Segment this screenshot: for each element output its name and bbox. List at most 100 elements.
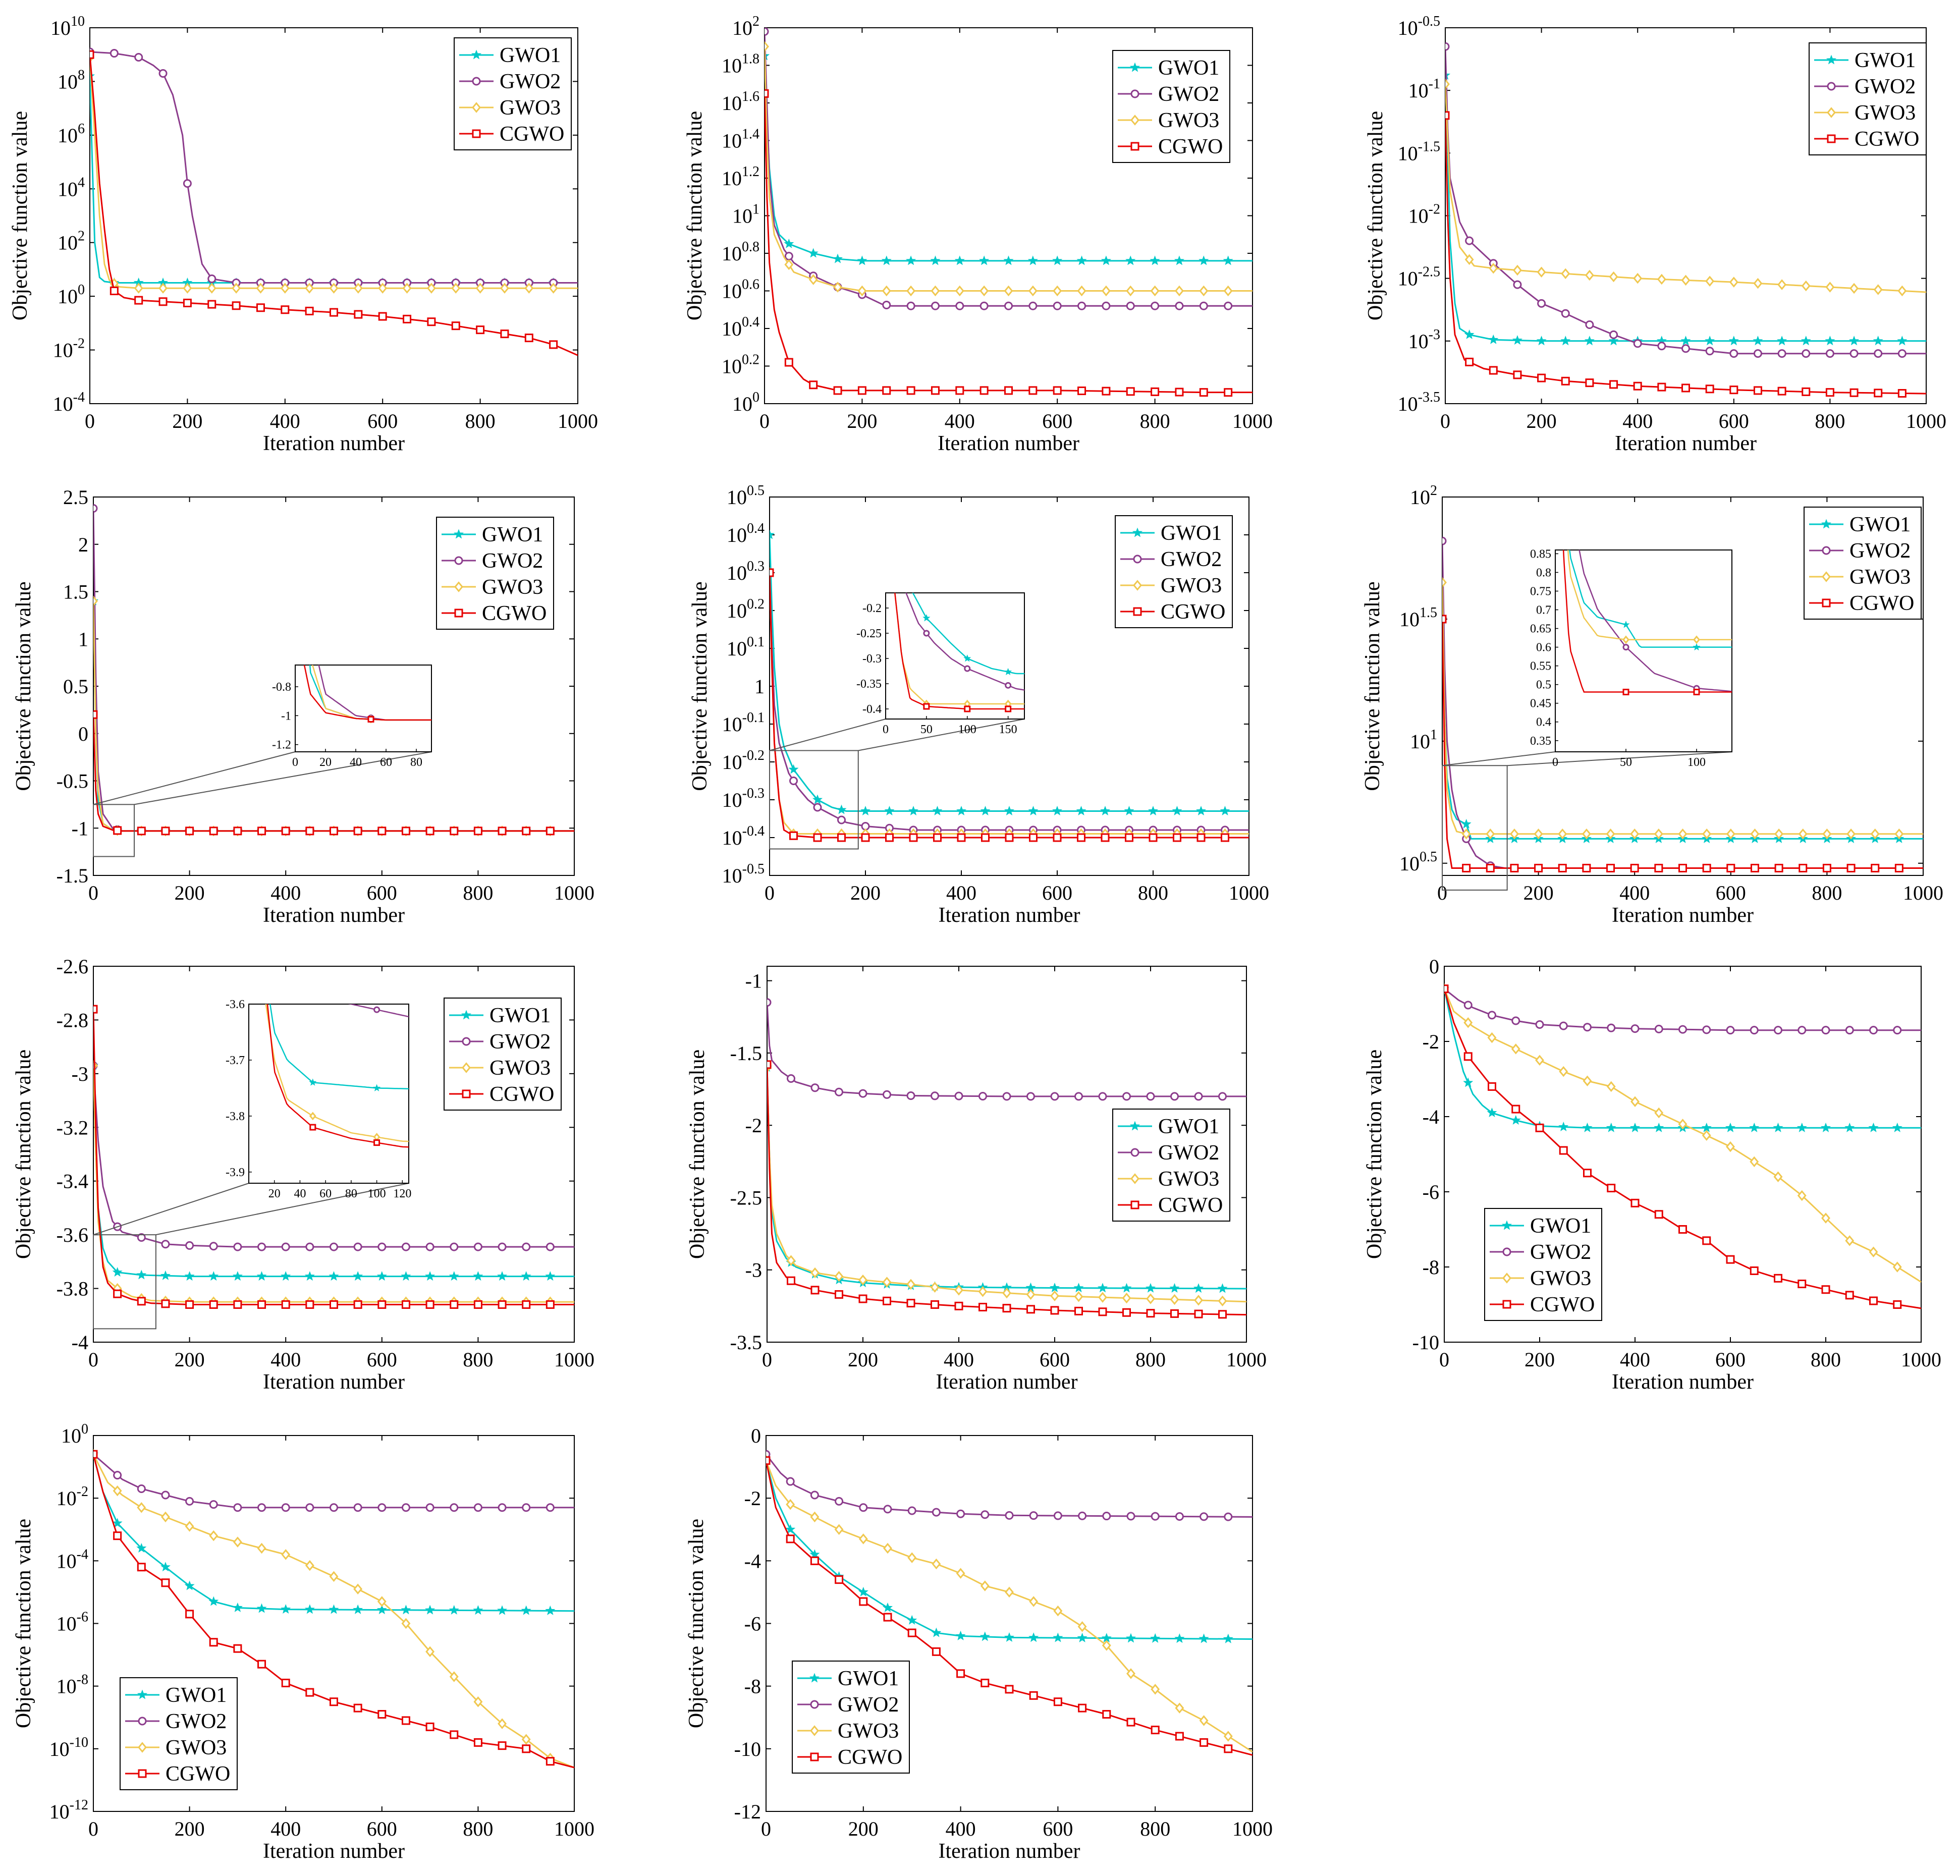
y-tick-label: -4 (1423, 1106, 1439, 1128)
marker-gwo1 (857, 255, 867, 265)
x-axis-label: Iteration number (1612, 1370, 1754, 1394)
marker-gwo1 (1125, 1633, 1136, 1643)
legend: GWO1 GWO2 GWO3 CGWO (1112, 1109, 1230, 1222)
inset-line-gwo2 (905, 593, 1024, 691)
marker-gwo1 (160, 1562, 171, 1572)
marker-cgwo (1845, 1291, 1854, 1300)
inset-line-gwo1 (912, 593, 1024, 675)
marker-gwo1 (353, 1604, 363, 1614)
y-tick-label: 101.6 (722, 89, 759, 115)
marker-cgwo (450, 1730, 459, 1739)
marker-cgwo (1488, 1082, 1496, 1091)
zoom-connector (93, 751, 296, 805)
y-tick-label: 100.5 (727, 483, 765, 509)
inset-marker-gwo3 (309, 1112, 316, 1121)
marker-cgwo (232, 301, 241, 310)
marker-cgwo (1462, 863, 1471, 872)
marker-gwo1 (1076, 806, 1086, 816)
marker-gwo1 (1049, 1283, 1060, 1293)
marker-gwo1 (1052, 255, 1063, 265)
inset-x-tick-label: 50 (1620, 756, 1632, 769)
y-tick-label: 104 (58, 175, 85, 200)
y-tick-label: 101.5 (1399, 605, 1437, 631)
marker-gwo2 (185, 1241, 194, 1250)
marker-gwo2 (765, 28, 769, 36)
marker-cgwo (1561, 376, 1570, 385)
marker-gwo1 (1777, 336, 1787, 346)
x-tick-label: 1000 (554, 881, 594, 904)
marker-gwo2 (450, 1242, 459, 1251)
legend-marker-gwo3 (462, 1062, 471, 1073)
marker-gwo2 (93, 504, 98, 513)
marker-gwo3 (1170, 1294, 1179, 1305)
x-tick-label: 0 (1440, 410, 1450, 432)
marker-gwo2 (1199, 301, 1208, 310)
marker-gwo2 (1585, 320, 1594, 329)
marker-gwo1 (860, 806, 871, 816)
marker-gwo3 (1726, 1141, 1735, 1152)
y-tick-label: -1 (745, 970, 762, 992)
inset-series-group (1562, 550, 1732, 695)
marker-gwo3 (232, 283, 241, 294)
marker-cgwo (257, 1300, 266, 1309)
series-group (90, 47, 578, 356)
legend-entry-cgwo: CGWO (1530, 1293, 1595, 1316)
marker-gwo1 (304, 1604, 315, 1614)
marker-gwo3 (134, 283, 143, 294)
marker-gwo1 (545, 1271, 556, 1281)
marker-cgwo (1175, 1732, 1184, 1741)
marker-gwo1 (930, 255, 941, 265)
marker-cgwo (956, 1669, 965, 1678)
x-axis-label: Iteration number (1612, 904, 1754, 927)
inset-y-tick-label: -3.9 (226, 1166, 245, 1179)
marker-gwo1 (473, 1271, 483, 1281)
y-axis-label: Objective function value (685, 1519, 708, 1728)
marker-gwo1 (1145, 1283, 1156, 1293)
marker-gwo3 (329, 283, 339, 294)
y-axis-label: Objective function value (1361, 581, 1384, 791)
marker-gwo3 (377, 1596, 387, 1607)
marker-cgwo (957, 833, 966, 842)
legend-entry-gwo2: GWO2 (500, 70, 561, 93)
marker-gwo2 (906, 301, 915, 310)
marker-gwo2 (377, 1503, 387, 1512)
marker-gwo3 (1053, 285, 1062, 297)
legend-marker-cgwo (472, 129, 481, 138)
marker-gwo1 (497, 1605, 508, 1615)
x-tick-label: 400 (270, 1348, 301, 1371)
x-tick-label: 0 (1437, 881, 1447, 904)
marker-gwo3 (1654, 828, 1663, 840)
marker-gwo2 (209, 1500, 218, 1509)
marker-gwo2 (209, 1242, 218, 1251)
inset-y-tick-label: -3.8 (226, 1110, 245, 1123)
x-tick-label: 1000 (1232, 1817, 1273, 1840)
x-tick-label: 1000 (1906, 410, 1946, 432)
y-tick-label: -4 (72, 1331, 88, 1354)
marker-cgwo (810, 1556, 819, 1565)
marker-cgwo (885, 833, 894, 842)
series-line-gwo1 (93, 1454, 574, 1612)
y-tick-label: 101.4 (722, 127, 759, 152)
marker-gwo2 (1002, 1092, 1011, 1101)
inset-x-tick-label: 80 (345, 1187, 357, 1200)
zoom-region (93, 1234, 156, 1330)
marker-cgwo (1513, 370, 1522, 379)
x-tick-label: 200 (848, 1348, 878, 1371)
marker-cgwo (1028, 386, 1038, 395)
marker-cgwo (1029, 833, 1038, 842)
y-tick-label: 1 (78, 628, 88, 650)
marker-gwo3 (1606, 1081, 1616, 1092)
legend-marker-gwo3 (1130, 1173, 1139, 1184)
marker-cgwo (1442, 615, 1447, 624)
marker-gwo2 (1750, 1026, 1759, 1035)
marker-gwo1 (1003, 255, 1014, 265)
marker-gwo2 (1802, 349, 1811, 358)
marker-gwo3 (1773, 1171, 1783, 1182)
inset-x-tick-label: 20 (268, 1187, 281, 1200)
series-line-gwo1 (766, 1460, 1253, 1640)
marker-gwo3 (1511, 1043, 1520, 1055)
legend-entry-gwo1: GWO1 (838, 1667, 899, 1690)
marker-cgwo (1774, 1274, 1782, 1283)
marker-cgwo (981, 833, 990, 842)
